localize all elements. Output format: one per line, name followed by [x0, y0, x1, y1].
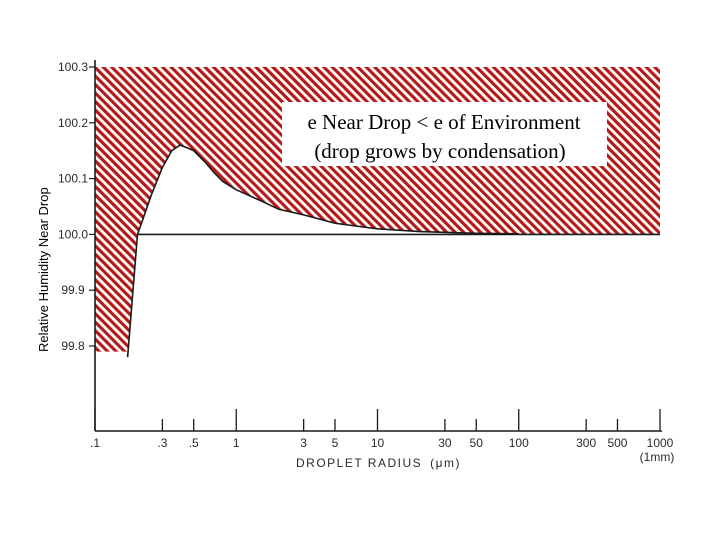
- x-tick-label: 3: [300, 436, 307, 450]
- x-extra-label: (1mm): [640, 450, 675, 464]
- x-tick-label: .1: [90, 436, 100, 450]
- curve-layer: [126, 144, 660, 358]
- tick-labels: 100.3 100.2 100.1 100.0 99.9 99.8 .1 .3 .5 1 3 5 10 3…: [58, 60, 674, 450]
- x-tick-label: 500: [607, 436, 627, 450]
- y-axis-title: Relative Humidity Near Drop: [36, 187, 51, 352]
- x-axis-title: DROPLET RADIUS (μm): [296, 456, 461, 470]
- x-tick-label: .3: [157, 436, 167, 450]
- axes: [89, 60, 662, 432]
- x-tick-label: 100: [509, 436, 529, 450]
- series-line: [126, 144, 519, 358]
- x-tick-label: 5: [332, 436, 339, 450]
- annotation-line-1: e Near Drop < e of Environment: [307, 110, 580, 134]
- annotation-line-2: (drop grows by condensation): [314, 139, 565, 163]
- x-tick-label: .5: [189, 436, 199, 450]
- x-tick-label: 300: [576, 436, 596, 450]
- x-tick-label: 30: [438, 436, 452, 450]
- x-tick-label: 1000: [647, 436, 674, 450]
- x-tick-label: 50: [470, 436, 484, 450]
- x-tick-label: 1: [233, 436, 240, 450]
- y-tick-label: 99.8: [61, 339, 85, 353]
- x-axis-title-text: DROPLET RADIUS: [296, 456, 422, 470]
- y-tick-label: 100.2: [58, 116, 88, 130]
- y-tick-label: 100.1: [58, 172, 88, 186]
- y-tick-label: 100.0: [58, 227, 88, 241]
- x-tick-label: 10: [371, 436, 385, 450]
- y-tick-label: 99.9: [61, 283, 85, 297]
- y-tick-label: 100.3: [58, 60, 88, 74]
- annotation-box: [282, 102, 607, 166]
- x-axis-title-unit: (μm): [430, 456, 461, 470]
